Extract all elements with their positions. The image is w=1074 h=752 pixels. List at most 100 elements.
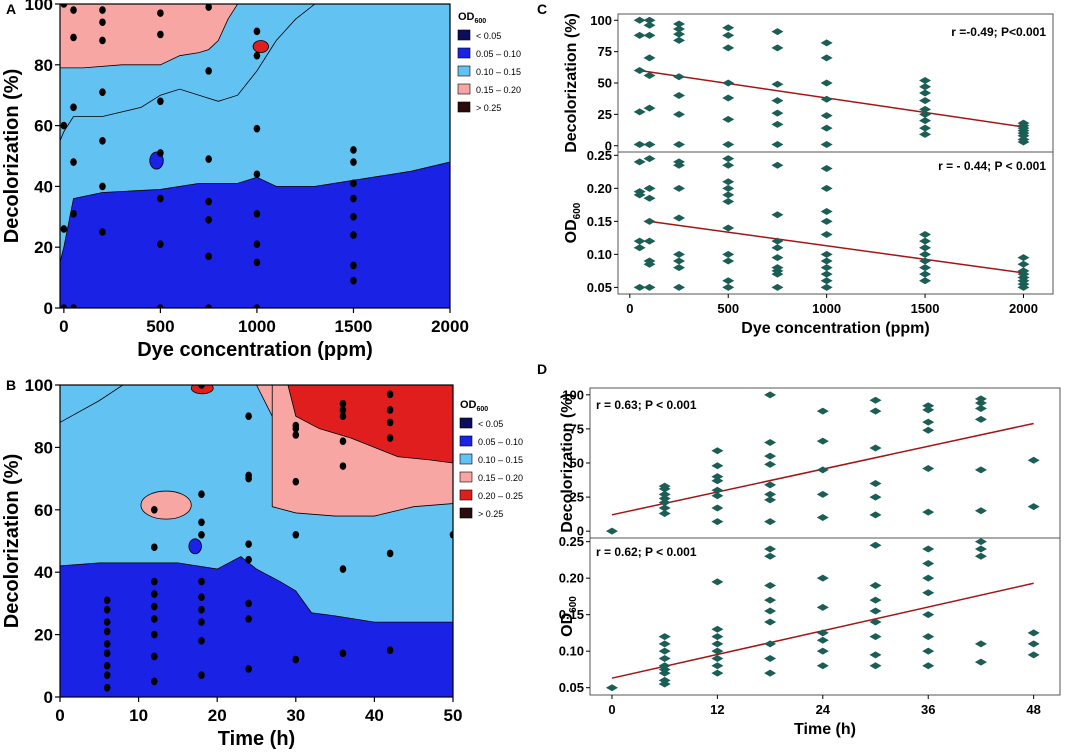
data-point: [816, 662, 829, 670]
data-point: [974, 552, 987, 560]
legend-label: < 0.05: [476, 31, 501, 41]
data-point: [922, 662, 935, 670]
legend-swatch: [457, 101, 471, 113]
data-point: [919, 270, 932, 278]
data-point: [198, 577, 205, 586]
data-point: [253, 240, 261, 248]
data-point: [205, 197, 212, 206]
data-point: [70, 209, 77, 218]
y-tick-label: 100: [590, 13, 612, 28]
data-point: [205, 155, 212, 163]
data-point: [974, 399, 987, 407]
data-point: [253, 170, 261, 179]
data-point: [711, 662, 724, 670]
data-point: [99, 182, 106, 191]
data-point: [919, 231, 932, 239]
data-point: [922, 560, 935, 568]
data-point: [350, 261, 357, 270]
stat-annotation: r =-0.49; P<0.001: [951, 25, 1046, 39]
stat-annotation: r = 0.62; P < 0.001: [596, 545, 697, 559]
data-point: [151, 602, 158, 611]
data-point: [673, 25, 686, 33]
data-point: [673, 184, 686, 192]
data-point: [157, 240, 164, 248]
data-point: [205, 304, 212, 308]
data-point: [711, 492, 724, 500]
data-point: [205, 252, 212, 261]
data-point: [711, 647, 724, 655]
data-point: [919, 244, 932, 252]
data-point: [922, 647, 935, 655]
panel-letter-a: A: [6, 1, 16, 17]
data-point: [386, 406, 394, 414]
data-point: [198, 671, 205, 679]
data-point: [1027, 503, 1040, 511]
data-point: [103, 640, 111, 648]
data-point: [643, 16, 656, 24]
data-point: [658, 490, 671, 498]
data-point: [643, 140, 656, 148]
data-point: [339, 462, 347, 470]
panel-letter-d: D: [537, 361, 547, 377]
data-point: [253, 27, 261, 36]
data-point: [919, 250, 932, 258]
data-point: [292, 655, 300, 664]
data-point: [253, 124, 261, 133]
data-point: [658, 665, 671, 673]
data-point: [386, 549, 394, 558]
data-point: [205, 67, 212, 75]
data-point: [722, 31, 735, 39]
x-axis-title: Time (h): [794, 721, 856, 738]
data-point: [643, 283, 656, 291]
data-point: [60, 225, 68, 233]
data-point: [103, 683, 111, 692]
trend-line: [649, 220, 1024, 274]
data-point: [922, 633, 935, 641]
data-point: [869, 662, 882, 670]
y-tick-label: 0.20: [559, 571, 584, 586]
data-point: [386, 646, 394, 654]
data-point: [673, 214, 686, 222]
data-point: [350, 158, 357, 166]
data-point: [922, 418, 935, 426]
data-point: [245, 665, 252, 673]
x-tick-label: 500: [146, 317, 174, 336]
data-point: [643, 104, 656, 112]
data-point: [198, 605, 205, 614]
legend-label: 0.15 – 0.20: [476, 85, 521, 95]
x-axis-title: Dye concentration (ppm): [137, 339, 373, 361]
y-axis-title: Decolorization (%): [563, 13, 580, 153]
x-tick-label: 1000: [812, 301, 841, 316]
data-point: [292, 530, 300, 539]
data-point: [70, 158, 77, 166]
data-point: [350, 276, 357, 285]
data-point: [820, 39, 833, 47]
y-tick-label: 0.10: [587, 247, 612, 262]
data-point: [922, 464, 935, 472]
legend-swatch: [459, 489, 473, 501]
data-point: [339, 399, 347, 408]
data-point: [1017, 267, 1030, 275]
data-point: [633, 66, 646, 74]
data-point: [198, 490, 205, 499]
y-tick-label: 75: [598, 44, 612, 59]
data-point: [771, 44, 784, 52]
data-point: [764, 452, 777, 460]
data-point: [711, 669, 724, 677]
data-point: [157, 194, 164, 203]
data-point: [633, 31, 646, 39]
data-point: [919, 89, 932, 97]
data-point: [711, 640, 724, 648]
data-point: [922, 574, 935, 582]
data-point: [350, 213, 357, 221]
y-axis-title: Decolorization (%): [1, 454, 23, 628]
data-point: [157, 304, 164, 308]
legend-title: OD600: [458, 11, 486, 25]
legend-swatch: [457, 29, 471, 41]
data-point: [771, 161, 784, 169]
data-point: [658, 494, 671, 502]
data-point: [198, 618, 205, 626]
data-point: [245, 615, 252, 623]
data-point: [764, 460, 777, 468]
data-point: [711, 654, 724, 662]
